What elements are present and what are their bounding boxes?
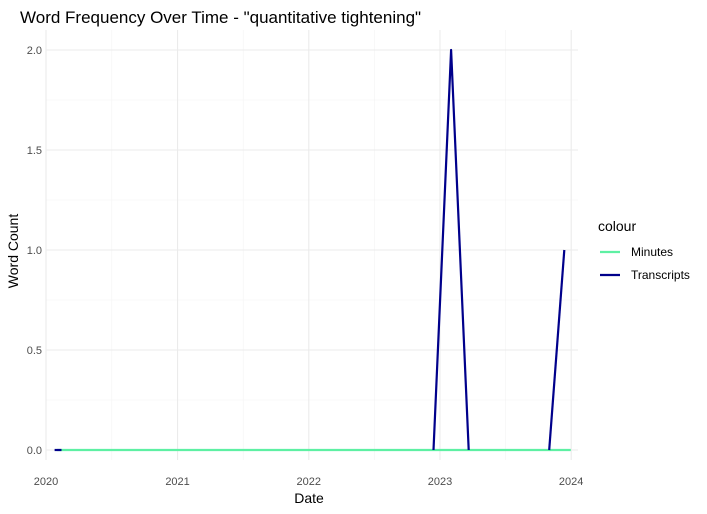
x-tick-label: 2020 [34, 476, 58, 488]
x-tick-label: 2022 [297, 476, 321, 488]
x-tick-label: 2021 [165, 476, 189, 488]
chart-title: Word Frequency Over Time - "quantitative… [20, 8, 421, 27]
legend-title: colour [598, 218, 636, 234]
x-tick-label: 2024 [559, 476, 583, 488]
tick-labels: 0.0 0.5 1.0 1.5 2.0 2020 2021 2022 2023 2024 [27, 45, 584, 488]
y-tick-label: 1.5 [27, 145, 42, 157]
series-line-transcripts [432, 48, 470, 451]
x-tick-label: 2023 [428, 476, 452, 488]
y-tick-label: 2.0 [27, 45, 42, 57]
legend: colour Minutes Transcripts [598, 218, 690, 282]
y-tick-label: 0.0 [27, 445, 42, 457]
grid [45, 30, 578, 460]
y-tick-label: 0.5 [27, 345, 42, 357]
series-group [54, 48, 571, 452]
y-tick-label: 1.0 [27, 245, 42, 257]
y-axis-title: Word Count [5, 214, 21, 289]
legend-label: Transcripts [631, 268, 690, 282]
series-line-transcripts [548, 249, 566, 451]
x-axis-title: Date [294, 490, 324, 506]
legend-label: Minutes [631, 245, 673, 259]
